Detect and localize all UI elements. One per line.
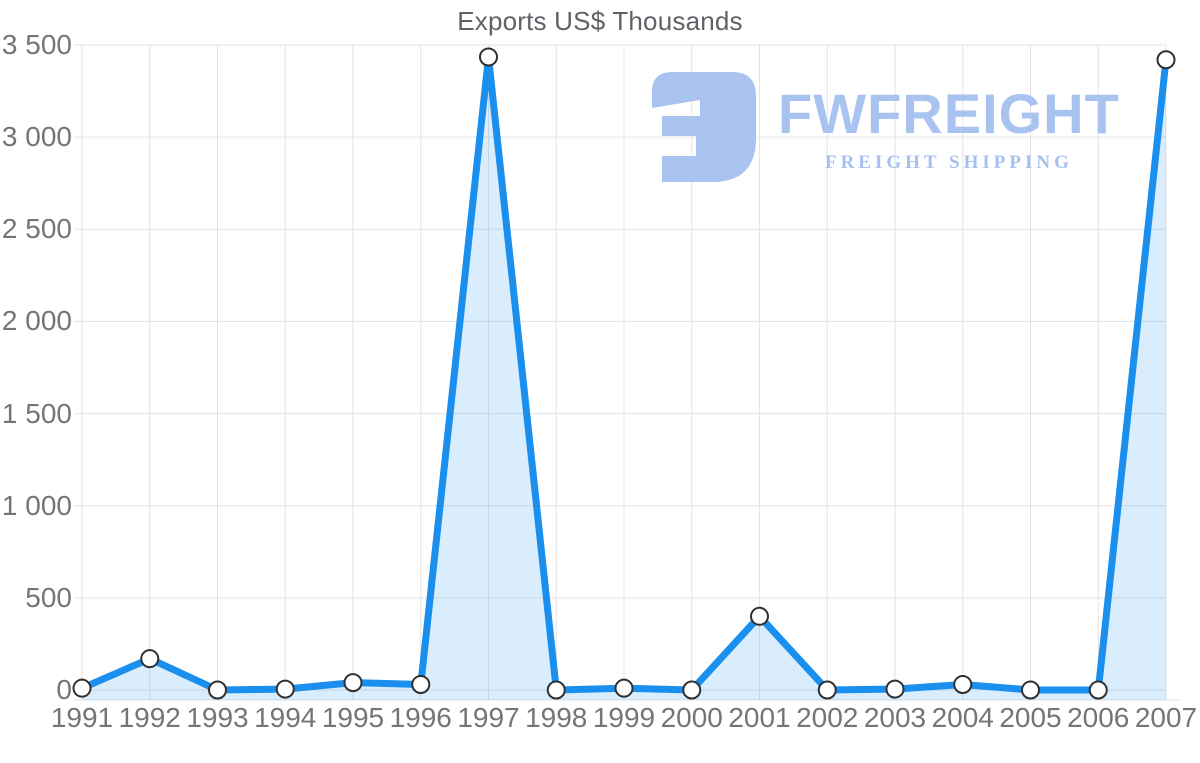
data-point-marker[interactable] (682, 680, 702, 700)
x-tick-label: 2001 (728, 702, 791, 733)
x-tick-label: 2004 (931, 702, 994, 733)
data-point-marker[interactable] (750, 606, 769, 626)
y-tick-label: 2 000 (1, 305, 72, 337)
data-point-marker[interactable] (208, 680, 227, 700)
data-point-marker[interactable] (614, 678, 634, 698)
data-point-marker[interactable] (546, 680, 566, 700)
x-tick-label: 1998 (525, 702, 588, 733)
chart-title: Exports US$ Thousands (457, 6, 743, 36)
data-point-marker[interactable] (1021, 680, 1040, 700)
y-tick-label: 1 000 (1, 489, 72, 521)
data-point-marker[interactable] (343, 673, 363, 693)
data-point-marker[interactable] (140, 649, 160, 669)
x-tick-label: 1999 (592, 702, 656, 733)
data-point-marker[interactable] (72, 678, 92, 698)
x-tick-label: 1993 (186, 702, 249, 733)
y-tick-label: 2 500 (1, 213, 72, 245)
data-point-marker[interactable] (275, 679, 295, 699)
data-point-marker[interactable] (1088, 680, 1108, 700)
x-tick-label: 1995 (321, 702, 385, 733)
data-point-marker[interactable] (411, 674, 431, 694)
x-tick-label: 2003 (863, 702, 927, 733)
y-tick-label: 3 000 (1, 121, 72, 153)
x-tick-label: 2005 (999, 702, 1062, 733)
y-tick-label: 0 (56, 674, 72, 705)
data-point-marker[interactable] (885, 679, 905, 699)
data-point-marker[interactable] (953, 674, 973, 694)
y-tick-label: 1 500 (1, 397, 72, 429)
y-tick-label: 3 500 (1, 29, 72, 60)
data-point-marker[interactable] (817, 680, 837, 700)
x-tick-label: 2002 (796, 702, 859, 733)
data-point-marker[interactable] (479, 47, 498, 67)
x-tick-label: 1991 (50, 702, 114, 733)
x-tick-label: 2007 (1134, 702, 1198, 733)
x-tick-label: 1996 (389, 702, 452, 733)
x-tick-label: 1997 (457, 702, 520, 733)
x-tick-label: 1994 (254, 702, 317, 733)
x-tick-label: 2000 (660, 702, 723, 733)
data-point-marker[interactable] (1156, 50, 1176, 70)
x-tick-label: 1992 (118, 702, 181, 733)
y-tick-label: 500 (25, 581, 72, 613)
x-tick-label: 2006 (1067, 702, 1130, 733)
